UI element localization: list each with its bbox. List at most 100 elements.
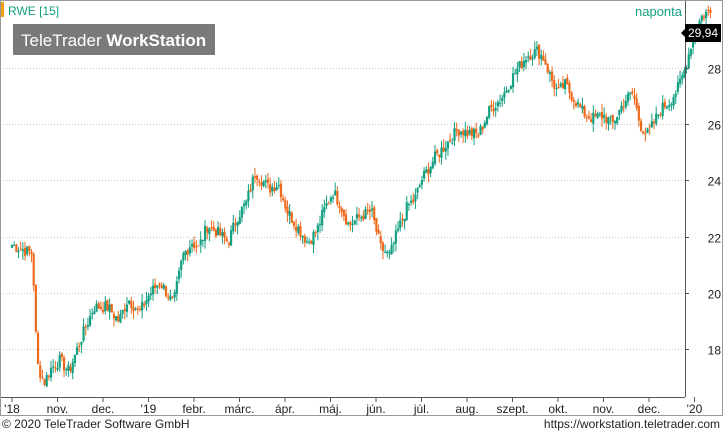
candle xyxy=(672,93,675,110)
candle xyxy=(516,62,519,83)
candle-body xyxy=(707,10,710,12)
candle xyxy=(145,291,148,311)
candle xyxy=(566,74,569,85)
instrument-label[interactable]: RWE [15] xyxy=(8,4,59,18)
candle-body xyxy=(164,286,168,297)
watermark-light: TeleTrader xyxy=(21,31,106,50)
candle-body xyxy=(125,304,129,312)
period-label[interactable]: naponta xyxy=(635,4,683,19)
candle xyxy=(488,105,491,120)
candle-body xyxy=(292,221,296,226)
candle xyxy=(427,162,430,183)
candle xyxy=(546,63,549,75)
candle-body xyxy=(661,102,664,116)
candle xyxy=(295,218,298,238)
candle-body xyxy=(234,223,237,225)
candle-body xyxy=(665,106,669,109)
candle-body xyxy=(160,285,163,288)
candle-body xyxy=(381,242,385,252)
candle-body xyxy=(342,210,345,216)
candle-body xyxy=(279,183,283,198)
candle xyxy=(67,361,70,378)
candle-body xyxy=(221,232,224,237)
candle xyxy=(49,360,53,382)
candle-body xyxy=(290,212,293,223)
candle xyxy=(69,363,72,374)
candle-body xyxy=(383,252,387,254)
x-tick-label: '20 xyxy=(687,402,703,416)
candle xyxy=(338,201,341,214)
candle-body xyxy=(520,61,523,68)
candle xyxy=(158,282,161,289)
candle-body xyxy=(30,251,33,255)
candle xyxy=(206,225,209,240)
candle-body xyxy=(269,184,272,193)
candle xyxy=(34,284,37,334)
candle xyxy=(180,259,183,278)
candle xyxy=(598,112,601,117)
candle-body xyxy=(566,77,569,85)
candle-body xyxy=(180,260,183,271)
candle xyxy=(648,123,651,135)
candle-body xyxy=(607,117,610,125)
candle-body xyxy=(609,116,612,118)
candle-body xyxy=(201,240,204,242)
candle xyxy=(650,113,653,128)
candle-body xyxy=(69,367,72,372)
candle-body xyxy=(611,114,614,123)
candle xyxy=(535,41,539,56)
candle-body xyxy=(388,252,391,254)
candle-body xyxy=(323,206,326,212)
candle xyxy=(579,102,582,108)
candle-body xyxy=(462,130,465,136)
candle xyxy=(121,309,124,319)
candle xyxy=(65,367,68,376)
candle xyxy=(375,217,378,236)
candle xyxy=(531,54,534,66)
candle xyxy=(431,156,434,170)
candle xyxy=(475,122,478,139)
candle-body xyxy=(704,11,708,18)
candle-body xyxy=(212,226,215,231)
candle xyxy=(255,174,259,187)
candle-body xyxy=(652,121,656,124)
candle xyxy=(522,53,525,72)
candle xyxy=(446,141,450,156)
candle-body xyxy=(340,207,343,212)
candle xyxy=(314,230,317,237)
candle-body xyxy=(481,126,484,130)
candle-body xyxy=(423,171,426,179)
candle xyxy=(327,201,330,205)
candle xyxy=(264,174,267,189)
candle-body xyxy=(555,88,558,90)
candle xyxy=(544,53,547,65)
candle xyxy=(210,220,213,232)
candle-body xyxy=(331,197,335,199)
candle-body xyxy=(557,87,560,89)
candle xyxy=(138,305,142,312)
candle-body xyxy=(123,309,126,312)
candle xyxy=(238,210,241,225)
candle-body xyxy=(501,97,504,101)
candle-body xyxy=(373,207,376,221)
candle xyxy=(665,105,669,110)
candle xyxy=(533,41,536,60)
candle xyxy=(154,278,157,294)
candle xyxy=(368,204,371,220)
candle xyxy=(99,301,103,311)
source-url[interactable]: https://workstation.teletrader.com xyxy=(543,417,720,431)
candle xyxy=(225,235,228,243)
candle-body xyxy=(240,206,244,218)
candle-body xyxy=(34,284,37,332)
candle xyxy=(82,318,85,343)
candle-body xyxy=(112,313,116,319)
candle-body xyxy=(429,166,432,174)
candle xyxy=(466,125,469,139)
candle-body xyxy=(568,83,571,93)
candle xyxy=(394,224,398,252)
candle-body xyxy=(75,347,79,355)
candle-body xyxy=(60,353,63,358)
candle-body xyxy=(305,241,309,243)
y-tick-label: 26 xyxy=(708,119,722,133)
candle-body xyxy=(167,297,170,299)
